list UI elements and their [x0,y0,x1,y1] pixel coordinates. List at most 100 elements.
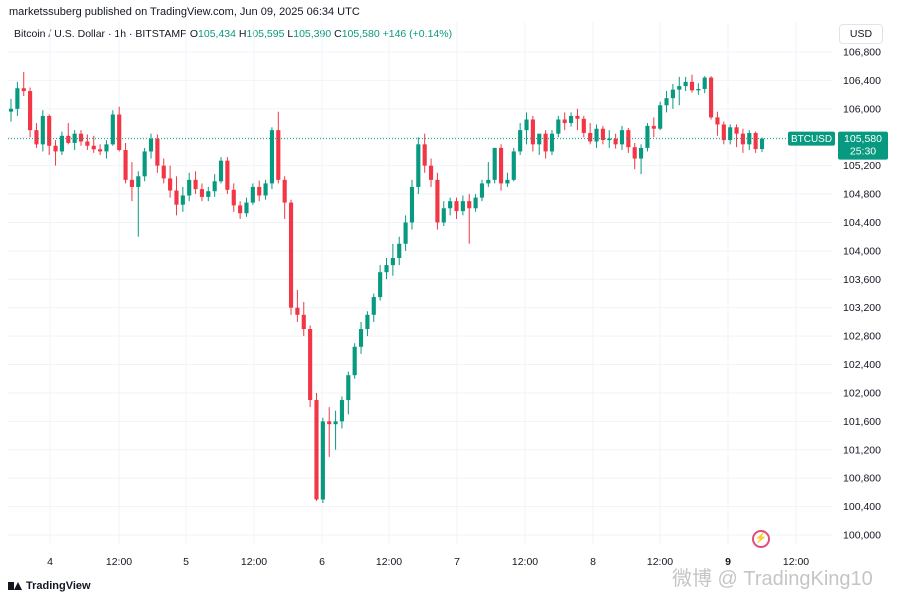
x-tick-label: 12:00 [241,556,267,568]
candle-body [721,124,726,141]
y-tick-label: 100,800 [843,473,881,485]
candle-body [66,135,71,143]
candle-body [346,375,351,401]
candle-body [365,314,370,330]
candle-body [161,165,166,179]
candle-body [327,421,332,425]
candle-body [518,130,523,152]
candle-body [28,91,33,131]
candle-body [594,128,599,142]
candle-body [416,144,421,187]
candle-body [187,179,192,196]
candle-body [639,147,644,159]
y-tick-label: 103,200 [843,302,881,314]
candle-body [314,400,319,500]
y-tick-label: 103,600 [843,274,881,286]
countdown-tag-text: 25:30 [850,146,876,158]
candles [8,71,765,504]
candle-body [34,130,39,145]
grid [8,22,832,545]
candle-body [734,127,739,134]
candle-body [702,77,707,89]
symbol-tag-text: BTCUSD [791,134,832,145]
candle-body [193,179,198,190]
y-tick-label: 106,800 [843,47,881,59]
time-axis[interactable]: 4 12:00 5 12:00 6 12:00 7 12:00 8 12:00 9 12:00 [47,556,809,568]
candle-body [479,183,485,198]
tradingview-logo[interactable]: TradingView [8,580,91,592]
candle-body [677,86,682,90]
candle-body [740,133,745,145]
candle-body [282,179,287,203]
high-value: 105,595 [246,28,285,40]
candle-body [498,147,504,184]
x-tick-label: 12:00 [106,556,132,568]
candle-body [320,421,325,500]
candle-body [168,178,173,191]
candle-body [78,133,84,142]
candle-body [556,119,561,134]
candle-body [511,151,516,180]
y-tick-label: 105,200 [843,160,881,172]
candle-body [123,150,128,180]
currency-button[interactable]: USD [839,24,883,44]
candle-body [40,115,45,145]
y-tick-label: 104,800 [843,189,881,201]
candle-body [301,314,306,330]
x-tick-label: 5 [183,556,189,568]
candle-body [645,125,650,148]
candle-body [47,115,52,146]
candle-body [549,133,555,152]
candle-body [409,186,415,223]
candle-body [142,151,147,177]
candle-body [428,165,434,180]
candle-body [651,125,656,129]
x-tick-label: 12:00 [647,556,673,568]
candle-body [683,81,688,87]
candle-body [371,297,376,315]
candle-body [15,88,20,109]
candle-body [117,114,122,151]
low-label: L [287,28,294,40]
candle-body [759,138,765,150]
candle-body [129,179,134,187]
y-tick-label: 101,200 [843,444,881,456]
candle-body [607,138,612,141]
candle-body [397,243,402,258]
candle-body [136,176,141,187]
candle-body [600,128,605,141]
price-axis[interactable]: 106,800106,400106,000105,600105,200104,8… [843,47,881,542]
symbol-tag-bg [788,131,835,146]
brand-name: TradingView [26,580,91,592]
candle-body [53,145,58,152]
candle-body [295,307,300,315]
candle-body [174,190,179,205]
candle-body [658,105,663,129]
candle-body [441,208,446,223]
x-tick-label: 4 [47,556,53,568]
y-tick-label: 104,400 [843,217,881,229]
x-tick-label: 12:00 [376,556,402,568]
candle-body [562,119,567,124]
candle-body [155,138,160,166]
candle-body [486,179,491,184]
candle-body [98,149,103,152]
candle-body [85,141,90,146]
candle-body [276,130,281,180]
candle-body [492,147,497,180]
candle-body [473,197,478,209]
y-tick-label: 106,400 [843,75,881,87]
candle-body [104,144,109,152]
candle-body [435,179,440,223]
candle-body [728,127,733,141]
candle-body [263,183,268,196]
candle-body [568,115,574,124]
y-tick-label: 106,000 [843,103,881,115]
candle-body [619,130,625,145]
x-tick-label: 6 [319,556,325,568]
symbol-title[interactable]: Bitcoin / U.S. Dollar · 1h · BITSTAMP [14,28,187,40]
publisher-line: marketssuberg published on TradingView.c… [9,6,360,18]
lightning-icon: ⚡ [752,530,770,548]
